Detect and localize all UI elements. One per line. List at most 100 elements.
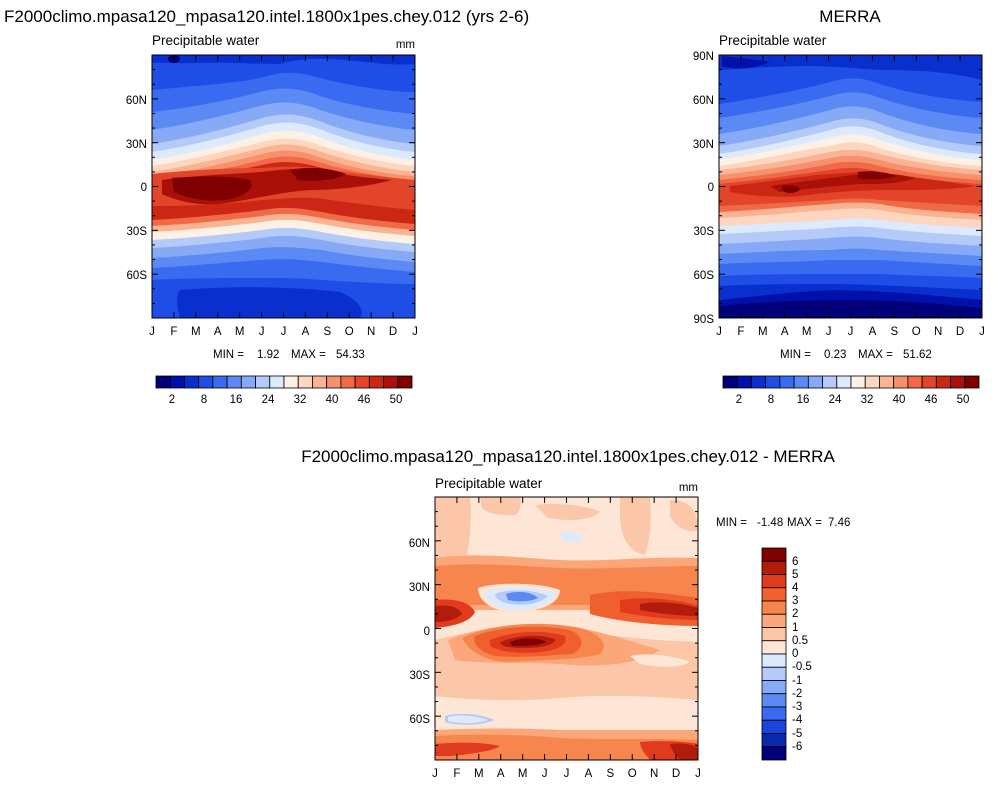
colorbar-box bbox=[779, 375, 795, 389]
colorbar-label: 16 bbox=[230, 394, 243, 406]
colorbar-label: -2 bbox=[792, 688, 802, 700]
colorbar-label: 40 bbox=[326, 394, 339, 406]
colorbar-box bbox=[921, 375, 937, 389]
max-value: 7.46 bbox=[828, 517, 850, 529]
x-tick-label: O bbox=[628, 768, 637, 780]
x-tick-label: S bbox=[323, 326, 331, 338]
colorbar-label: 6 bbox=[792, 556, 798, 568]
colorbar-box bbox=[964, 375, 980, 389]
colorbar-label: -0.5 bbox=[792, 661, 812, 673]
colorbar-box bbox=[397, 375, 413, 389]
max-value: 54.33 bbox=[336, 349, 365, 361]
colorbar-label: 2 bbox=[736, 394, 742, 406]
colorbar-box bbox=[368, 375, 384, 389]
min-value: 1.92 bbox=[257, 349, 279, 361]
x-tick-label: J bbox=[412, 326, 418, 338]
lat-ticks bbox=[435, 496, 698, 761]
colorbar-label: 4 bbox=[792, 582, 799, 594]
x-tick-label: M bbox=[235, 326, 245, 338]
x-tick-label: A bbox=[869, 326, 877, 338]
x-tick-label: F bbox=[453, 768, 460, 780]
colorbar-label: 3 bbox=[792, 595, 798, 607]
x-tick-label: A bbox=[781, 326, 789, 338]
colorbar-box bbox=[765, 375, 781, 389]
y-tick-label: 60N bbox=[693, 95, 714, 107]
x-tick-label: J bbox=[826, 326, 832, 338]
colorbar-label: 32 bbox=[294, 394, 307, 406]
colorbar-label: 1 bbox=[792, 622, 798, 634]
model-panel-subtitle: Precipitable water bbox=[152, 33, 260, 48]
colorbar-label: 46 bbox=[925, 394, 938, 406]
lat-ticks bbox=[719, 54, 982, 319]
merra-heatmap bbox=[719, 55, 982, 318]
colorbar-box bbox=[761, 719, 787, 734]
colorbar-label: 8 bbox=[768, 394, 774, 406]
x-tick-label: F bbox=[170, 326, 177, 338]
colorbar-label: -5 bbox=[792, 728, 802, 740]
y-tick-label: 90S bbox=[694, 314, 715, 326]
colorbar-box bbox=[269, 375, 285, 389]
x-tick-label: J bbox=[716, 326, 722, 338]
min-value: 0.23 bbox=[824, 349, 846, 361]
difference-panel: F2000climo.mpasa120_mpasa120.intel.1800x… bbox=[301, 447, 850, 780]
x-tick-label: D bbox=[672, 768, 680, 780]
lat-ticks bbox=[152, 54, 415, 319]
difference-colorbar-labels: 6 5 4 3 2 1 0.5 0 -0.5 -1 -2 -3 -4 -5 -6 bbox=[792, 556, 812, 753]
y-tick-label: 60S bbox=[694, 270, 715, 282]
model-colorbar bbox=[155, 375, 413, 389]
colorbar-box bbox=[761, 680, 787, 695]
colorbar-label: 50 bbox=[957, 394, 970, 406]
colorbar-box bbox=[383, 375, 399, 389]
colorbar-box bbox=[935, 375, 951, 389]
colorbar-label: 24 bbox=[262, 394, 275, 406]
x-tick-label: M bbox=[191, 326, 201, 338]
colorbar-label: 8 bbox=[201, 394, 207, 406]
merra-colorbar-labels: 2 8 16 24 32 40 46 50 bbox=[736, 394, 970, 406]
colorbar-label: 0 bbox=[792, 648, 798, 660]
min-value: -1.48 bbox=[757, 517, 783, 529]
x-tick-label: N bbox=[367, 326, 375, 338]
colorbar-box bbox=[879, 375, 895, 389]
x-tick-label: M bbox=[518, 768, 528, 780]
colorbar-box bbox=[226, 375, 242, 389]
colorbar-box bbox=[340, 375, 356, 389]
x-tick-label: F bbox=[737, 326, 744, 338]
max-label: MAX = bbox=[858, 349, 893, 361]
colorbar-box bbox=[836, 375, 852, 389]
y-tick-label: 30S bbox=[694, 226, 715, 238]
merra-colorbar bbox=[722, 375, 980, 389]
x-tick-label: O bbox=[345, 326, 354, 338]
colorbar-label: 2 bbox=[792, 608, 798, 620]
colorbar-label: 32 bbox=[861, 394, 874, 406]
colorbar-box bbox=[761, 706, 787, 721]
y-tick-label: 30N bbox=[126, 139, 147, 151]
colorbar-box bbox=[761, 574, 787, 589]
colorbar-box bbox=[907, 375, 923, 389]
y-tick-label: 30N bbox=[409, 582, 430, 594]
colorbar-box bbox=[283, 375, 299, 389]
x-tick-label: A bbox=[585, 768, 593, 780]
y-tick-label: 90N bbox=[693, 51, 714, 63]
colorbar-box bbox=[722, 375, 738, 389]
colorbar-box bbox=[326, 375, 342, 389]
x-tick-label: A bbox=[497, 768, 505, 780]
colorbar-box bbox=[198, 375, 214, 389]
difference-y-axis: 60N 30N 0 30S 60S bbox=[409, 538, 430, 726]
max-label: MAX = bbox=[787, 517, 822, 529]
model-heatmap bbox=[152, 55, 415, 318]
model-colorbar-labels: 2 8 16 24 32 40 46 50 bbox=[169, 394, 403, 406]
y-tick-label: 60S bbox=[410, 714, 431, 726]
colorbar-label: -4 bbox=[792, 714, 803, 726]
x-tick-label: J bbox=[149, 326, 155, 338]
x-tick-label: M bbox=[474, 768, 484, 780]
colorbar-box bbox=[950, 375, 966, 389]
model-panel: F2000climo.mpasa120_mpasa120.intel.1800x… bbox=[4, 7, 529, 406]
colorbar-label: -3 bbox=[792, 701, 802, 713]
colorbar-box bbox=[155, 375, 171, 389]
difference-colorbar bbox=[761, 547, 787, 761]
colorbar-box bbox=[736, 375, 752, 389]
